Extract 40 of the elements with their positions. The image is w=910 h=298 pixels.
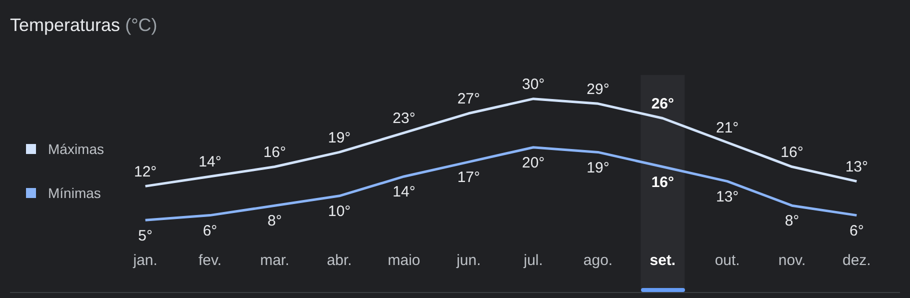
data-label: 6° bbox=[202, 222, 218, 240]
data-label: 8° bbox=[784, 212, 800, 230]
data-label: 16° bbox=[651, 174, 674, 191]
data-label: 27° bbox=[457, 90, 480, 108]
x-tick-label: jun. bbox=[456, 252, 481, 270]
legend-label: Máximas bbox=[48, 141, 104, 157]
chart-subtitle: (°C) bbox=[125, 15, 158, 35]
data-label: 10° bbox=[328, 203, 351, 220]
x-tick-label: maio bbox=[388, 252, 420, 270]
data-label: 14° bbox=[198, 154, 222, 171]
data-label: 17° bbox=[457, 169, 480, 186]
data-label: 26° bbox=[651, 95, 674, 112]
data-label: 29° bbox=[586, 80, 610, 98]
data-label: 8° bbox=[267, 212, 282, 230]
data-label: 16° bbox=[780, 144, 804, 161]
x-tick-label: jul. bbox=[522, 252, 543, 270]
data-label: 30° bbox=[522, 76, 545, 93]
data-label: 5° bbox=[138, 227, 153, 244]
data-label: 14° bbox=[392, 184, 416, 201]
legend-label: Mínimas bbox=[48, 185, 101, 201]
data-label: 6° bbox=[849, 222, 864, 240]
x-tick-label: dez. bbox=[842, 252, 871, 270]
data-label: 19° bbox=[586, 159, 610, 176]
data-label: 20° bbox=[522, 154, 545, 172]
x-tick-label: mar. bbox=[260, 252, 290, 270]
x-tick-label: set. bbox=[650, 252, 676, 270]
data-label: 19° bbox=[328, 129, 351, 146]
x-tick-label: abr. bbox=[326, 252, 352, 270]
x-tick-label: fev. bbox=[198, 252, 222, 270]
data-label: 21° bbox=[716, 120, 739, 137]
data-label: 12° bbox=[134, 163, 157, 180]
x-tick-label: jan. bbox=[132, 252, 158, 270]
data-label: 16° bbox=[263, 144, 286, 161]
x-tick-label: out. bbox=[714, 252, 740, 270]
data-label: 13° bbox=[845, 158, 868, 176]
data-label: 23° bbox=[392, 110, 416, 127]
x-tick-label: ago. bbox=[583, 252, 613, 270]
chart-title: Temperaturas bbox=[10, 15, 120, 35]
data-label: 13° bbox=[716, 188, 739, 206]
x-tick-label: nov. bbox=[778, 252, 806, 270]
